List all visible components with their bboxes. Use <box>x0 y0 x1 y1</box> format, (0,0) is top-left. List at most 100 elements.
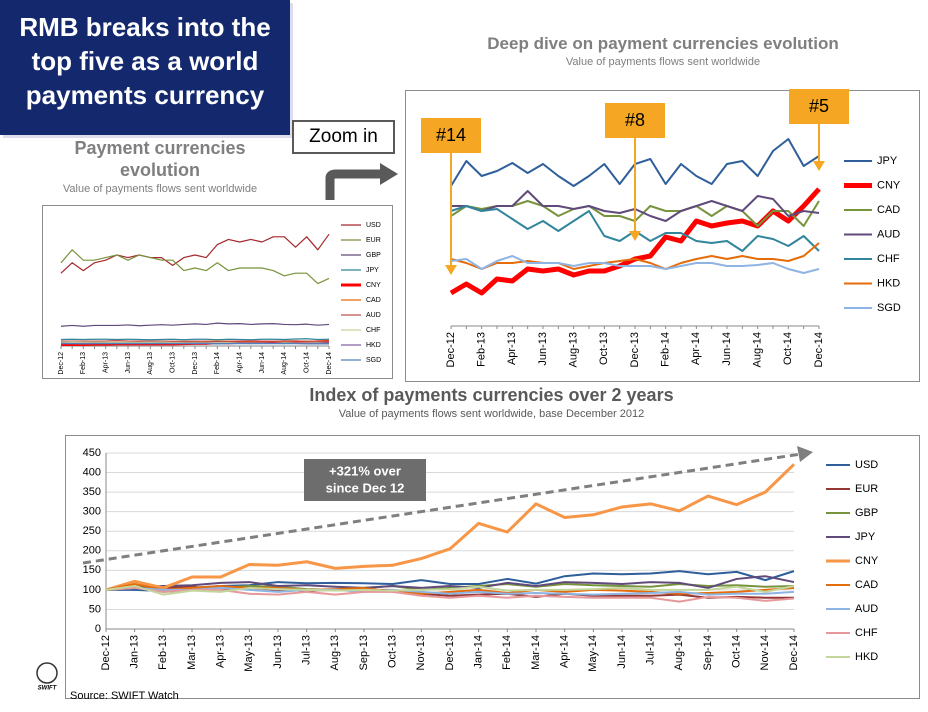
source: Source: SWIFT Watch <box>70 690 179 702</box>
annotation-arrow-head <box>445 265 457 275</box>
y-tick-label: 300 <box>83 506 101 518</box>
x-tick-label: Nov-13 <box>415 635 427 670</box>
legend-label: GBP <box>366 252 381 259</box>
series-line <box>450 242 820 270</box>
x-tick-label: Apr-14 <box>559 635 571 668</box>
legend-label: HKD <box>877 277 900 289</box>
chart-title: Deep dive on payment currencies evolutio… <box>487 34 839 53</box>
x-tick-label: Apr-13 <box>215 635 227 668</box>
annotation-label: since Dec 12 <box>326 480 405 495</box>
series-line <box>60 338 330 341</box>
x-tick-label: Aug-14 <box>752 332 764 367</box>
y-tick-label: 450 <box>83 447 101 459</box>
series-line <box>60 233 330 274</box>
x-tick-label: Oct-13 <box>170 352 177 373</box>
annotation-label: #14 <box>436 125 466 145</box>
x-tick-label: Mar-13 <box>186 635 198 670</box>
x-tick-label: Aug-14 <box>281 352 288 375</box>
x-tick-label: Oct-14 <box>304 352 311 373</box>
y-tick-label: 250 <box>83 525 101 537</box>
x-tick-label: Feb-14 <box>214 352 221 374</box>
x-tick-label: Feb-14 <box>660 332 672 367</box>
chart-box: Dec-12 Feb-13 Apr-13 Jun-13 Aug-13 Oct-13 Dec-… <box>42 205 393 379</box>
title-line: payments currency <box>25 80 265 110</box>
x-tick-label: Feb-13 <box>80 352 87 374</box>
legend-label: EUR <box>366 237 381 244</box>
trend-arrow <box>82 452 802 565</box>
x-tick-label: Sep-13 <box>358 635 370 670</box>
x-tick-label: Dec-12 <box>445 332 457 367</box>
chart-box: Dec-12 Feb-13 Apr-13 Jun-13 Aug-13 Oct-13 Dec-… <box>405 89 920 382</box>
legend-label: CHF <box>855 627 878 639</box>
legend-label: HKD <box>855 651 878 663</box>
legend-label: JPY <box>855 531 876 543</box>
x-tick-label: Aug-14 <box>673 635 685 670</box>
annotation-box <box>421 118 481 153</box>
series-line <box>450 255 820 274</box>
x-tick-label: May-14 <box>587 635 599 672</box>
x-tick-label: Apr-13 <box>506 332 518 365</box>
x-tick-label: Feb-13 <box>157 635 169 670</box>
series-line <box>105 575 795 591</box>
x-tick-label: Jun-13 <box>125 352 132 374</box>
y-tick-label: 350 <box>83 486 101 498</box>
series-line <box>60 249 330 285</box>
x-tick-label: Dec-12 <box>58 352 65 375</box>
legend-label: HKD <box>366 342 381 349</box>
x-tick-label: Apr-13 <box>103 352 110 373</box>
legend-label: AUD <box>855 603 878 615</box>
x-tick-label: Jul-14 <box>645 635 657 665</box>
y-tick-label: 50 <box>89 603 101 615</box>
chart: Dec-12 Feb-13 Apr-13 Jun-13 Aug-13 Oct-13 Dec-… <box>421 89 901 367</box>
chart-title: Payment currencies evolution <box>74 138 246 180</box>
x-tick-label: Oct-14 <box>731 635 743 668</box>
trend-arrow-head <box>797 446 813 462</box>
x-tick-label: Aug-13 <box>329 635 341 670</box>
legend-label: SGD <box>366 357 381 364</box>
annotation-label: #5 <box>809 96 829 116</box>
title-line: top five as a world <box>31 46 259 76</box>
legend-label: CHF <box>877 253 900 265</box>
logo-text: SWIFT <box>38 686 58 692</box>
legend-label: JPY <box>877 155 898 167</box>
zoom-label: Zoom in <box>292 120 395 154</box>
legend-label: CHF <box>366 327 380 334</box>
x-tick-label: Oct-13 <box>598 332 610 365</box>
title-box: RMB breaks into the top five as a world … <box>0 0 290 135</box>
series-line <box>105 586 795 596</box>
legend-label: CAD <box>855 579 878 591</box>
series-line <box>105 583 795 595</box>
legend-label: CNY <box>877 179 901 191</box>
x-tick-label: Dec-14 <box>326 352 333 375</box>
arrow-head <box>380 163 398 185</box>
legend-label: USD <box>855 459 878 471</box>
annotation-label: #8 <box>625 110 645 130</box>
annotation-arrow-head <box>629 231 641 241</box>
x-tick-label: Nov-14 <box>759 635 771 670</box>
series-line <box>60 322 330 327</box>
x-tick-label: Feb-14 <box>501 635 513 670</box>
legend-label: USD <box>366 222 381 229</box>
x-tick-label: Apr-14 <box>237 352 244 373</box>
series-line <box>105 586 795 603</box>
chart-box: 0 50 100 150 200 250 300 350 400 450 Dec-12 Jan-13 F… <box>65 435 920 699</box>
x-tick-label: Apr-14 <box>690 332 702 365</box>
chart: 0 50 100 150 200 250 300 350 400 450 Dec-12 Jan-13 F… <box>82 446 879 672</box>
x-tick-label: Jan-13 <box>129 635 141 669</box>
chart-subtitle: Value of payments flows sent worldwide, … <box>338 408 645 420</box>
annotation-box <box>304 459 426 501</box>
annotation-box <box>789 89 849 124</box>
x-tick-label: Dec-13 <box>444 635 456 670</box>
x-tick-label: Dec-13 <box>192 352 199 375</box>
x-tick-label: Jan-14 <box>473 635 485 669</box>
y-tick-label: 0 <box>95 623 101 635</box>
legend-label: GBP <box>855 507 878 519</box>
x-tick-label: Feb-13 <box>476 332 488 367</box>
chart-subtitle: Value of payments flows sent worldwide <box>565 56 761 68</box>
series-line <box>105 463 796 592</box>
legend-label: CNY <box>366 282 381 289</box>
legend-label: AUD <box>366 312 381 319</box>
x-tick-label: Jul-13 <box>301 635 313 665</box>
x-tick-label: Jun-14 <box>259 352 266 374</box>
